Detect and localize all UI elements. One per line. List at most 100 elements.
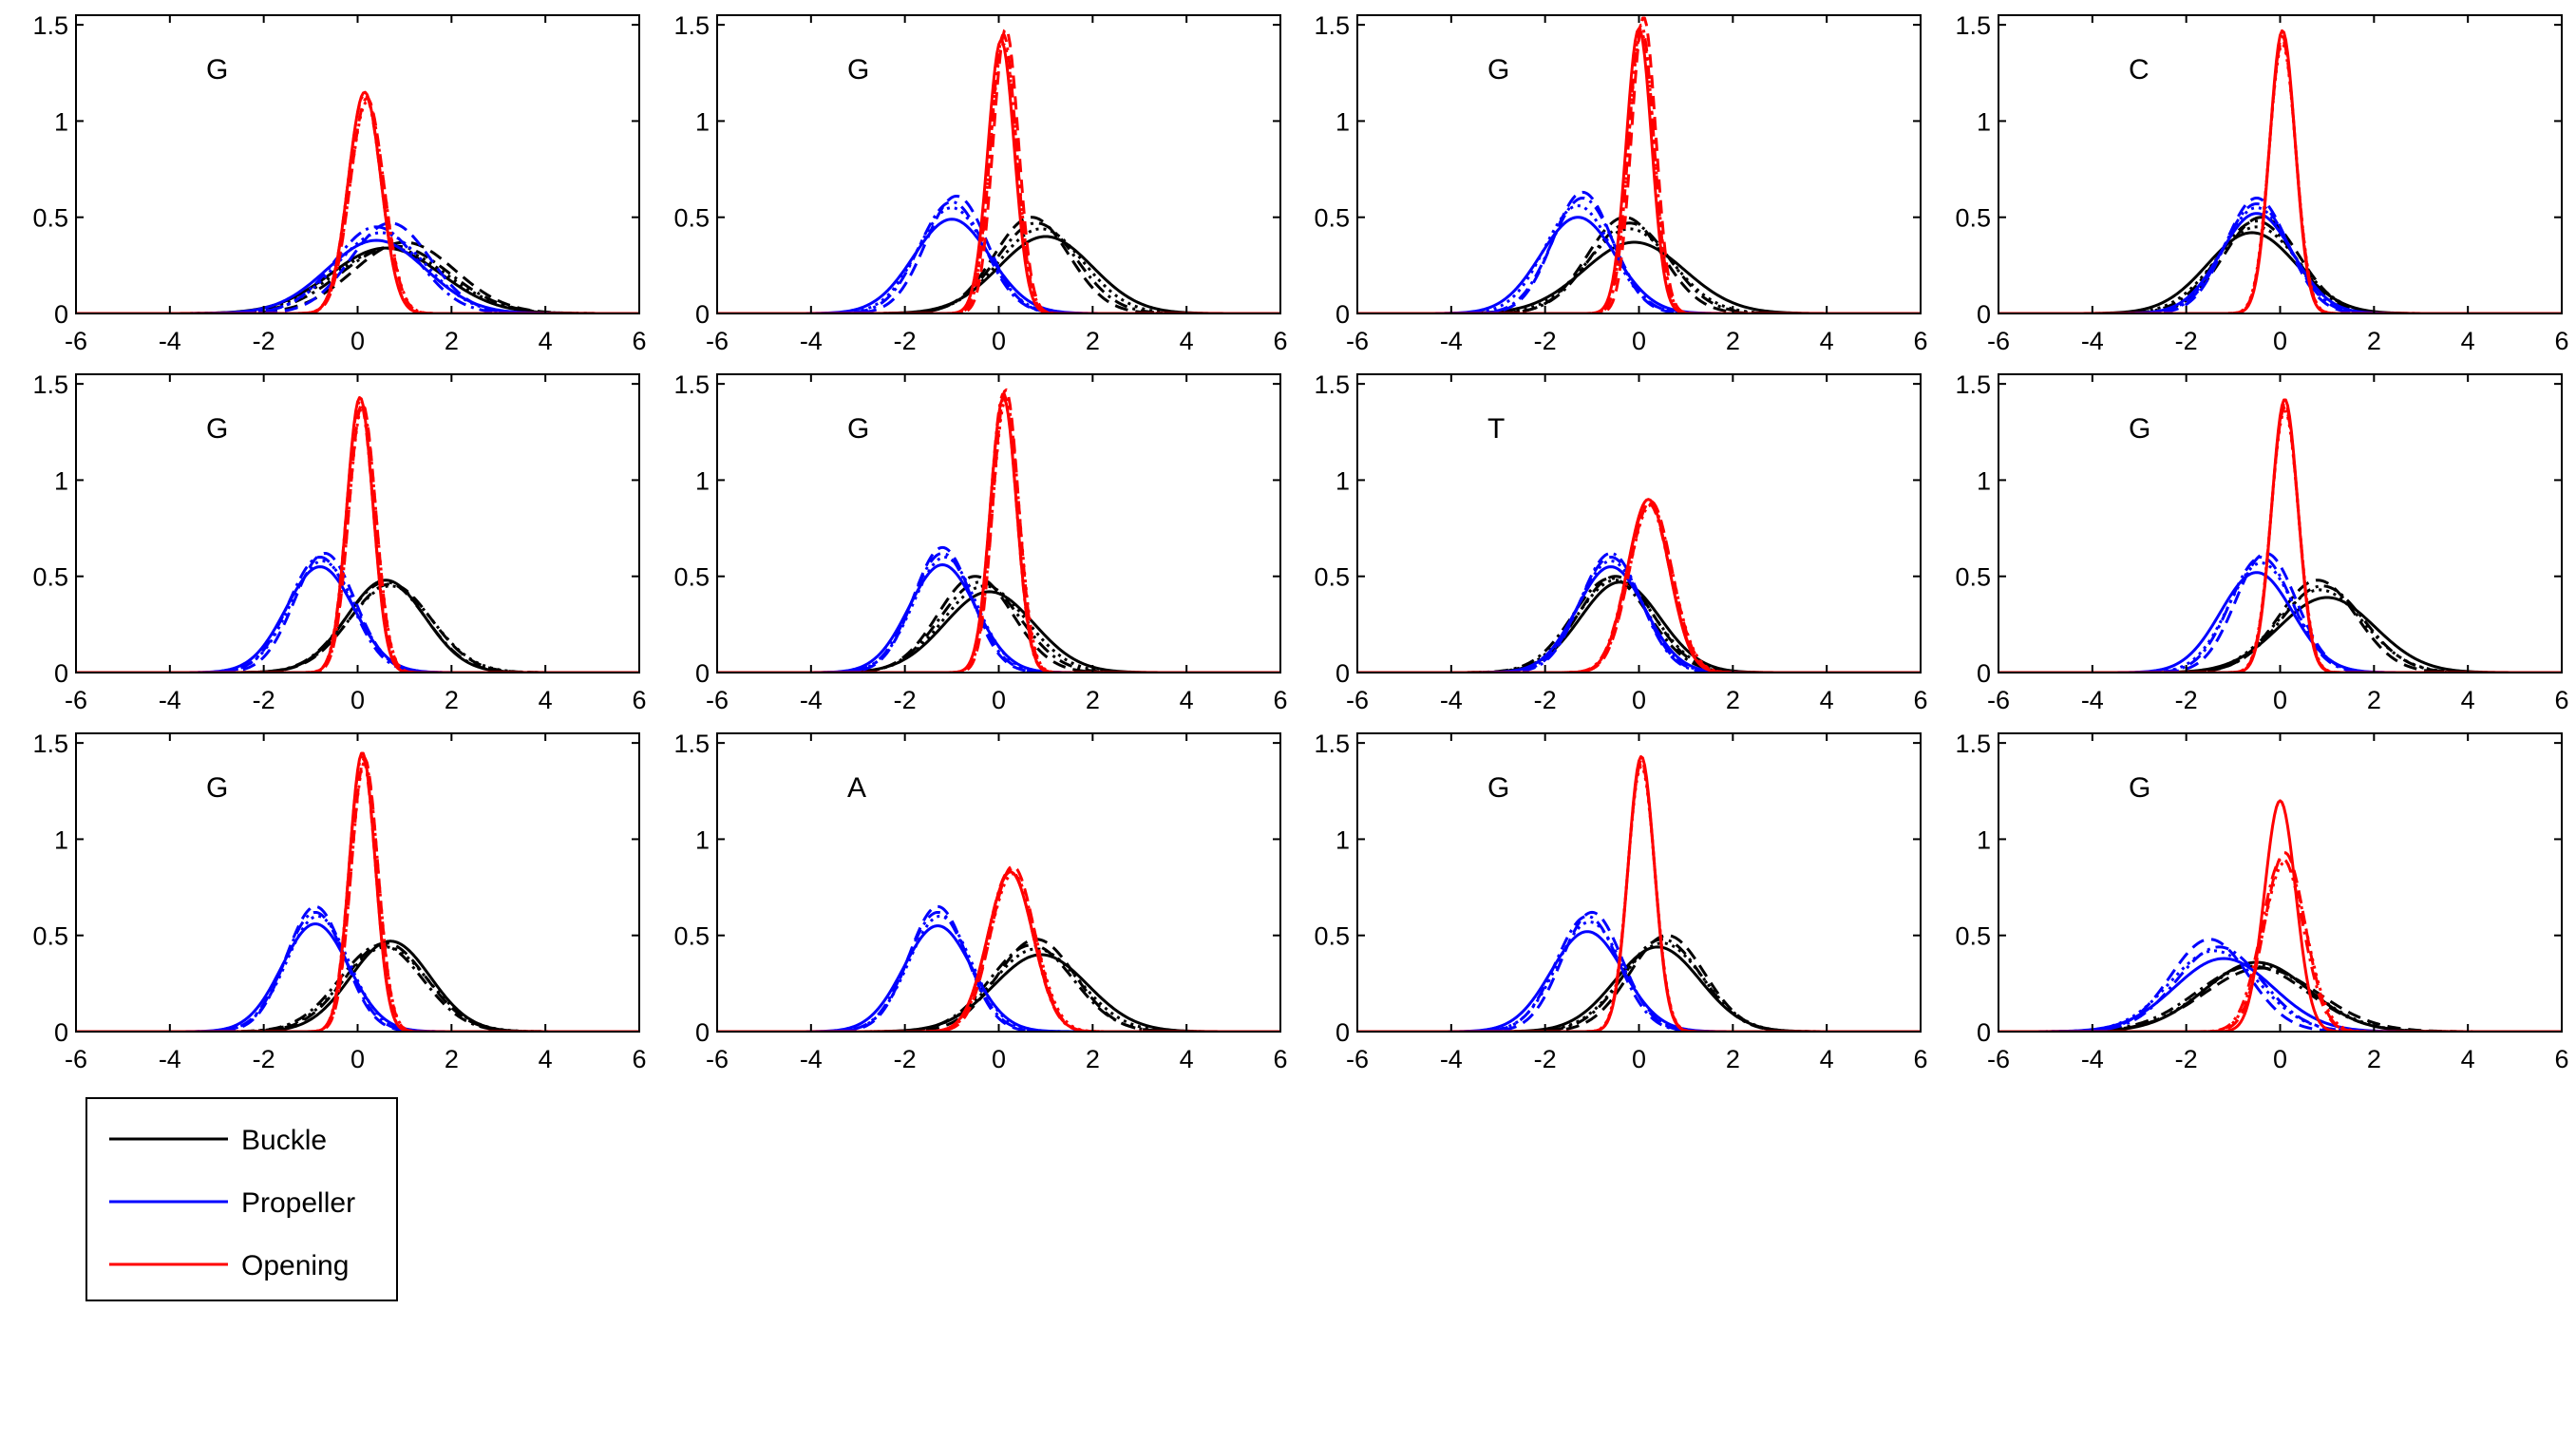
propeller-dotted-curve <box>76 560 639 673</box>
panel-1: -6 -4 -2 0 2 4 6 0 0.5 1 1.5 G <box>32 11 646 355</box>
y-tick-label: 0.5 <box>1314 922 1350 951</box>
x-tick-label: 2 <box>445 327 459 355</box>
y-tick-label: 1 <box>1335 466 1350 495</box>
panel-letter: C <box>2129 54 2150 85</box>
x-tick-label: 6 <box>1273 686 1287 714</box>
propeller-dashed-curve <box>717 194 1280 313</box>
panel-background <box>1357 15 1921 313</box>
x-tick-label: -6 <box>706 686 729 714</box>
x-tick-label: 2 <box>1726 327 1740 355</box>
legend-label-opening: Opening <box>241 1250 349 1281</box>
propeller-dashed-curve <box>1357 910 1921 1032</box>
x-tick-label: 4 <box>539 327 553 355</box>
y-tick-label: 1 <box>1335 107 1350 136</box>
y-tick-label: 0 <box>695 1018 710 1047</box>
x-tick-label: -2 <box>1534 327 1557 355</box>
propeller-dashed-curve <box>76 551 639 673</box>
panel-letter: G <box>2129 413 2150 445</box>
x-tick-label: 6 <box>1273 327 1287 355</box>
y-tick-label: 0 <box>1335 1018 1350 1047</box>
y-tick-label: 1.5 <box>673 730 710 758</box>
x-tick-label: 4 <box>539 1045 553 1073</box>
y-tick-label: 0 <box>1335 300 1350 329</box>
x-tick-label: 4 <box>539 686 553 714</box>
x-tick-label: 6 <box>1913 327 1927 355</box>
panel-12: -6 -4 -2 0 2 4 6 0 0.5 1 1.5 G <box>1955 730 2568 1073</box>
opening-dashed-curve <box>717 864 1280 1032</box>
propeller-dashdot-curve <box>76 555 639 673</box>
x-tick-label: -2 <box>894 327 917 355</box>
opening-solid-curve <box>1998 28 2562 313</box>
y-tick-label: 1.5 <box>32 370 68 399</box>
panel-background <box>717 733 1280 1032</box>
y-tick-label: 1 <box>1335 825 1350 854</box>
x-tick-label: -2 <box>253 327 275 355</box>
propeller-dashed-curve <box>1998 197 2562 313</box>
buckle-dotted-curve <box>1357 941 1921 1032</box>
y-tick-label: 0 <box>1335 659 1350 688</box>
x-tick-label: -4 <box>1440 1045 1463 1073</box>
x-tick-label: 2 <box>1086 1045 1100 1073</box>
x-tick-label: -6 <box>1346 1045 1369 1073</box>
panel-letter: G <box>1487 772 1509 804</box>
opening-dashdot-curve <box>76 755 639 1032</box>
x-tick-label: -4 <box>800 327 823 355</box>
buckle-dashdot-curve <box>76 580 639 673</box>
y-tick-label: 0.5 <box>32 204 68 233</box>
propeller-dotted-curve <box>1998 561 2562 673</box>
propeller-dashed-curve <box>717 545 1280 673</box>
panel-background <box>1998 733 2562 1032</box>
x-tick-label: 2 <box>2367 327 2381 355</box>
opening-solid-curve <box>1357 755 1921 1032</box>
x-tick-label: 0 <box>992 686 1006 714</box>
x-tick-label: -4 <box>800 1045 823 1073</box>
y-tick-label: 0.5 <box>32 563 68 592</box>
panel-letter: G <box>206 413 228 445</box>
x-tick-label: 6 <box>2554 327 2568 355</box>
y-tick-label: 0 <box>1977 300 1991 329</box>
y-tick-label: 0.5 <box>673 922 710 951</box>
x-tick-label: 2 <box>445 1045 459 1073</box>
opening-dotted-curve <box>1998 43 2562 313</box>
opening-dashed-curve <box>76 96 639 313</box>
y-tick-label: 1.5 <box>1314 370 1350 399</box>
panel-4: -6 -4 -2 0 2 4 6 0 0.5 1 1.5 C <box>1955 11 2568 355</box>
panel-letter: G <box>206 772 228 804</box>
opening-dashdot-curve <box>1998 402 2562 673</box>
opening-dashdot-curve <box>1357 502 1921 673</box>
propeller-dashdot-curve <box>1998 555 2562 673</box>
x-tick-label: 0 <box>1632 686 1646 714</box>
panel-background <box>1998 15 2562 313</box>
x-tick-label: -6 <box>1987 686 2010 714</box>
y-tick-label: 1 <box>695 825 710 854</box>
x-tick-label: 0 <box>2273 327 2287 355</box>
y-tick-label: 0.5 <box>1955 922 1991 951</box>
x-tick-label: -6 <box>706 1045 729 1073</box>
propeller-dashdot-curve <box>76 910 639 1032</box>
x-tick-label: 4 <box>1820 327 1834 355</box>
panel-letter: G <box>847 413 869 445</box>
y-tick-label: 1.5 <box>1314 730 1350 758</box>
x-tick-label: -4 <box>159 686 181 714</box>
x-tick-label: 4 <box>1820 1045 1834 1073</box>
y-tick-label: 1 <box>1977 466 1991 495</box>
y-tick-label: 0.5 <box>673 563 710 592</box>
y-tick-label: 1.5 <box>673 370 710 399</box>
x-tick-label: 0 <box>350 327 365 355</box>
x-tick-label: 2 <box>1726 1045 1740 1073</box>
y-tick-label: 0 <box>1977 1018 1991 1047</box>
panel-letter: T <box>1487 413 1505 445</box>
panel-2: -6 -4 -2 0 2 4 6 0 0.5 1 1.5 G <box>673 11 1287 355</box>
x-tick-label: -4 <box>1440 686 1463 714</box>
x-tick-label: 6 <box>1913 686 1927 714</box>
x-tick-label: -2 <box>894 1045 917 1073</box>
panel-letter: G <box>206 54 228 85</box>
x-tick-label: -2 <box>2175 686 2198 714</box>
y-tick-label: 1 <box>695 466 710 495</box>
panel-10: -6 -4 -2 0 2 4 6 0 0.5 1 1.5 A <box>673 730 1287 1073</box>
x-tick-label: -4 <box>1440 327 1463 355</box>
x-tick-label: -2 <box>2175 1045 2198 1073</box>
y-tick-label: 1 <box>54 466 68 495</box>
x-tick-label: 0 <box>2273 686 2287 714</box>
